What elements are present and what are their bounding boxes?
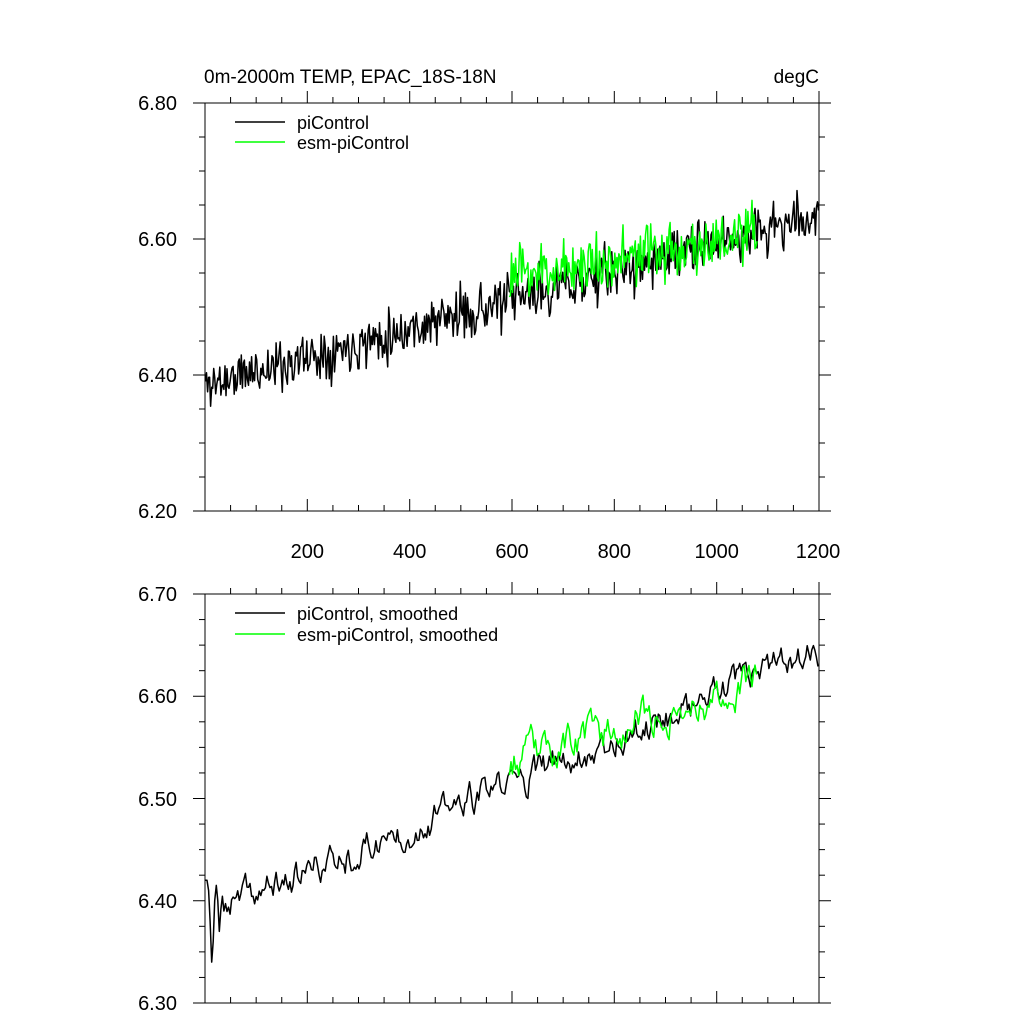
- esm-piControl-smoothed-series: [508, 664, 758, 777]
- legend-label-piControl: piControl: [297, 113, 369, 133]
- series-line-picontrol: [204, 189, 820, 407]
- top-x-ticks: 200 400 600 800 1000 1200: [291, 91, 841, 563]
- y-tick-label: 6.80: [138, 93, 177, 115]
- x-tick-label: 1000: [694, 541, 739, 563]
- top-panel: 0m-2000m TEMP, EPAC_18S-18N degC 6.20 6.…: [138, 67, 840, 563]
- bottom-legend: piControl, smoothed esm-piControl, smoot…: [235, 604, 498, 645]
- bottom-x-ticks: [306, 582, 820, 1003]
- piControl-smoothed-series: [205, 644, 819, 963]
- top-panel-units: degC: [774, 67, 819, 88]
- y-tick-label: 6.60: [138, 229, 177, 251]
- y-tick-label: 6.60: [138, 686, 177, 708]
- legend-label-esm-piControl-smoothed: esm-piControl, smoothed: [297, 625, 498, 645]
- x-tick-label: 600: [495, 541, 528, 563]
- top-legend: piControl esm-piControl: [235, 113, 409, 153]
- bottom-y-ticks: 6.30 6.40 6.50 6.60 6.70: [138, 584, 831, 1015]
- series-line-picontrol-smoothed: [205, 644, 819, 963]
- y-tick-label: 6.30: [138, 993, 177, 1015]
- bottom-panel: 6.30 6.40 6.50 6.60 6.70 piControl, smoo…: [138, 582, 831, 1015]
- y-tick-label: 6.50: [138, 789, 177, 811]
- y-tick-label: 6.40: [138, 365, 177, 387]
- bottom-plot-frame: [204, 593, 820, 1004]
- x-tick-label: 1200: [796, 541, 841, 563]
- top-panel-title: 0m-2000m TEMP, EPAC_18S-18N: [204, 67, 497, 88]
- x-tick-label: 800: [598, 541, 631, 563]
- legend-label-piControl-smoothed: piControl, smoothed: [297, 604, 458, 624]
- top-minor-ticks: [199, 97, 825, 511]
- piControl-series: [204, 189, 820, 407]
- x-tick-label: 400: [393, 541, 426, 563]
- y-tick-label: 6.20: [138, 501, 177, 523]
- legend-label-esm-piControl: esm-piControl: [297, 133, 409, 153]
- series-line-esm-picontrol: [508, 199, 758, 298]
- top-y-ticks: 6.20 6.40 6.60 6.80: [138, 93, 831, 523]
- y-tick-label: 6.40: [138, 891, 177, 913]
- y-tick-label: 6.70: [138, 584, 177, 606]
- bottom-minor-ticks: [199, 588, 825, 1003]
- series-line-esm-picontrol-smoothed: [508, 664, 758, 777]
- esm-piControl-series: [508, 199, 758, 298]
- x-tick-label: 200: [291, 541, 324, 563]
